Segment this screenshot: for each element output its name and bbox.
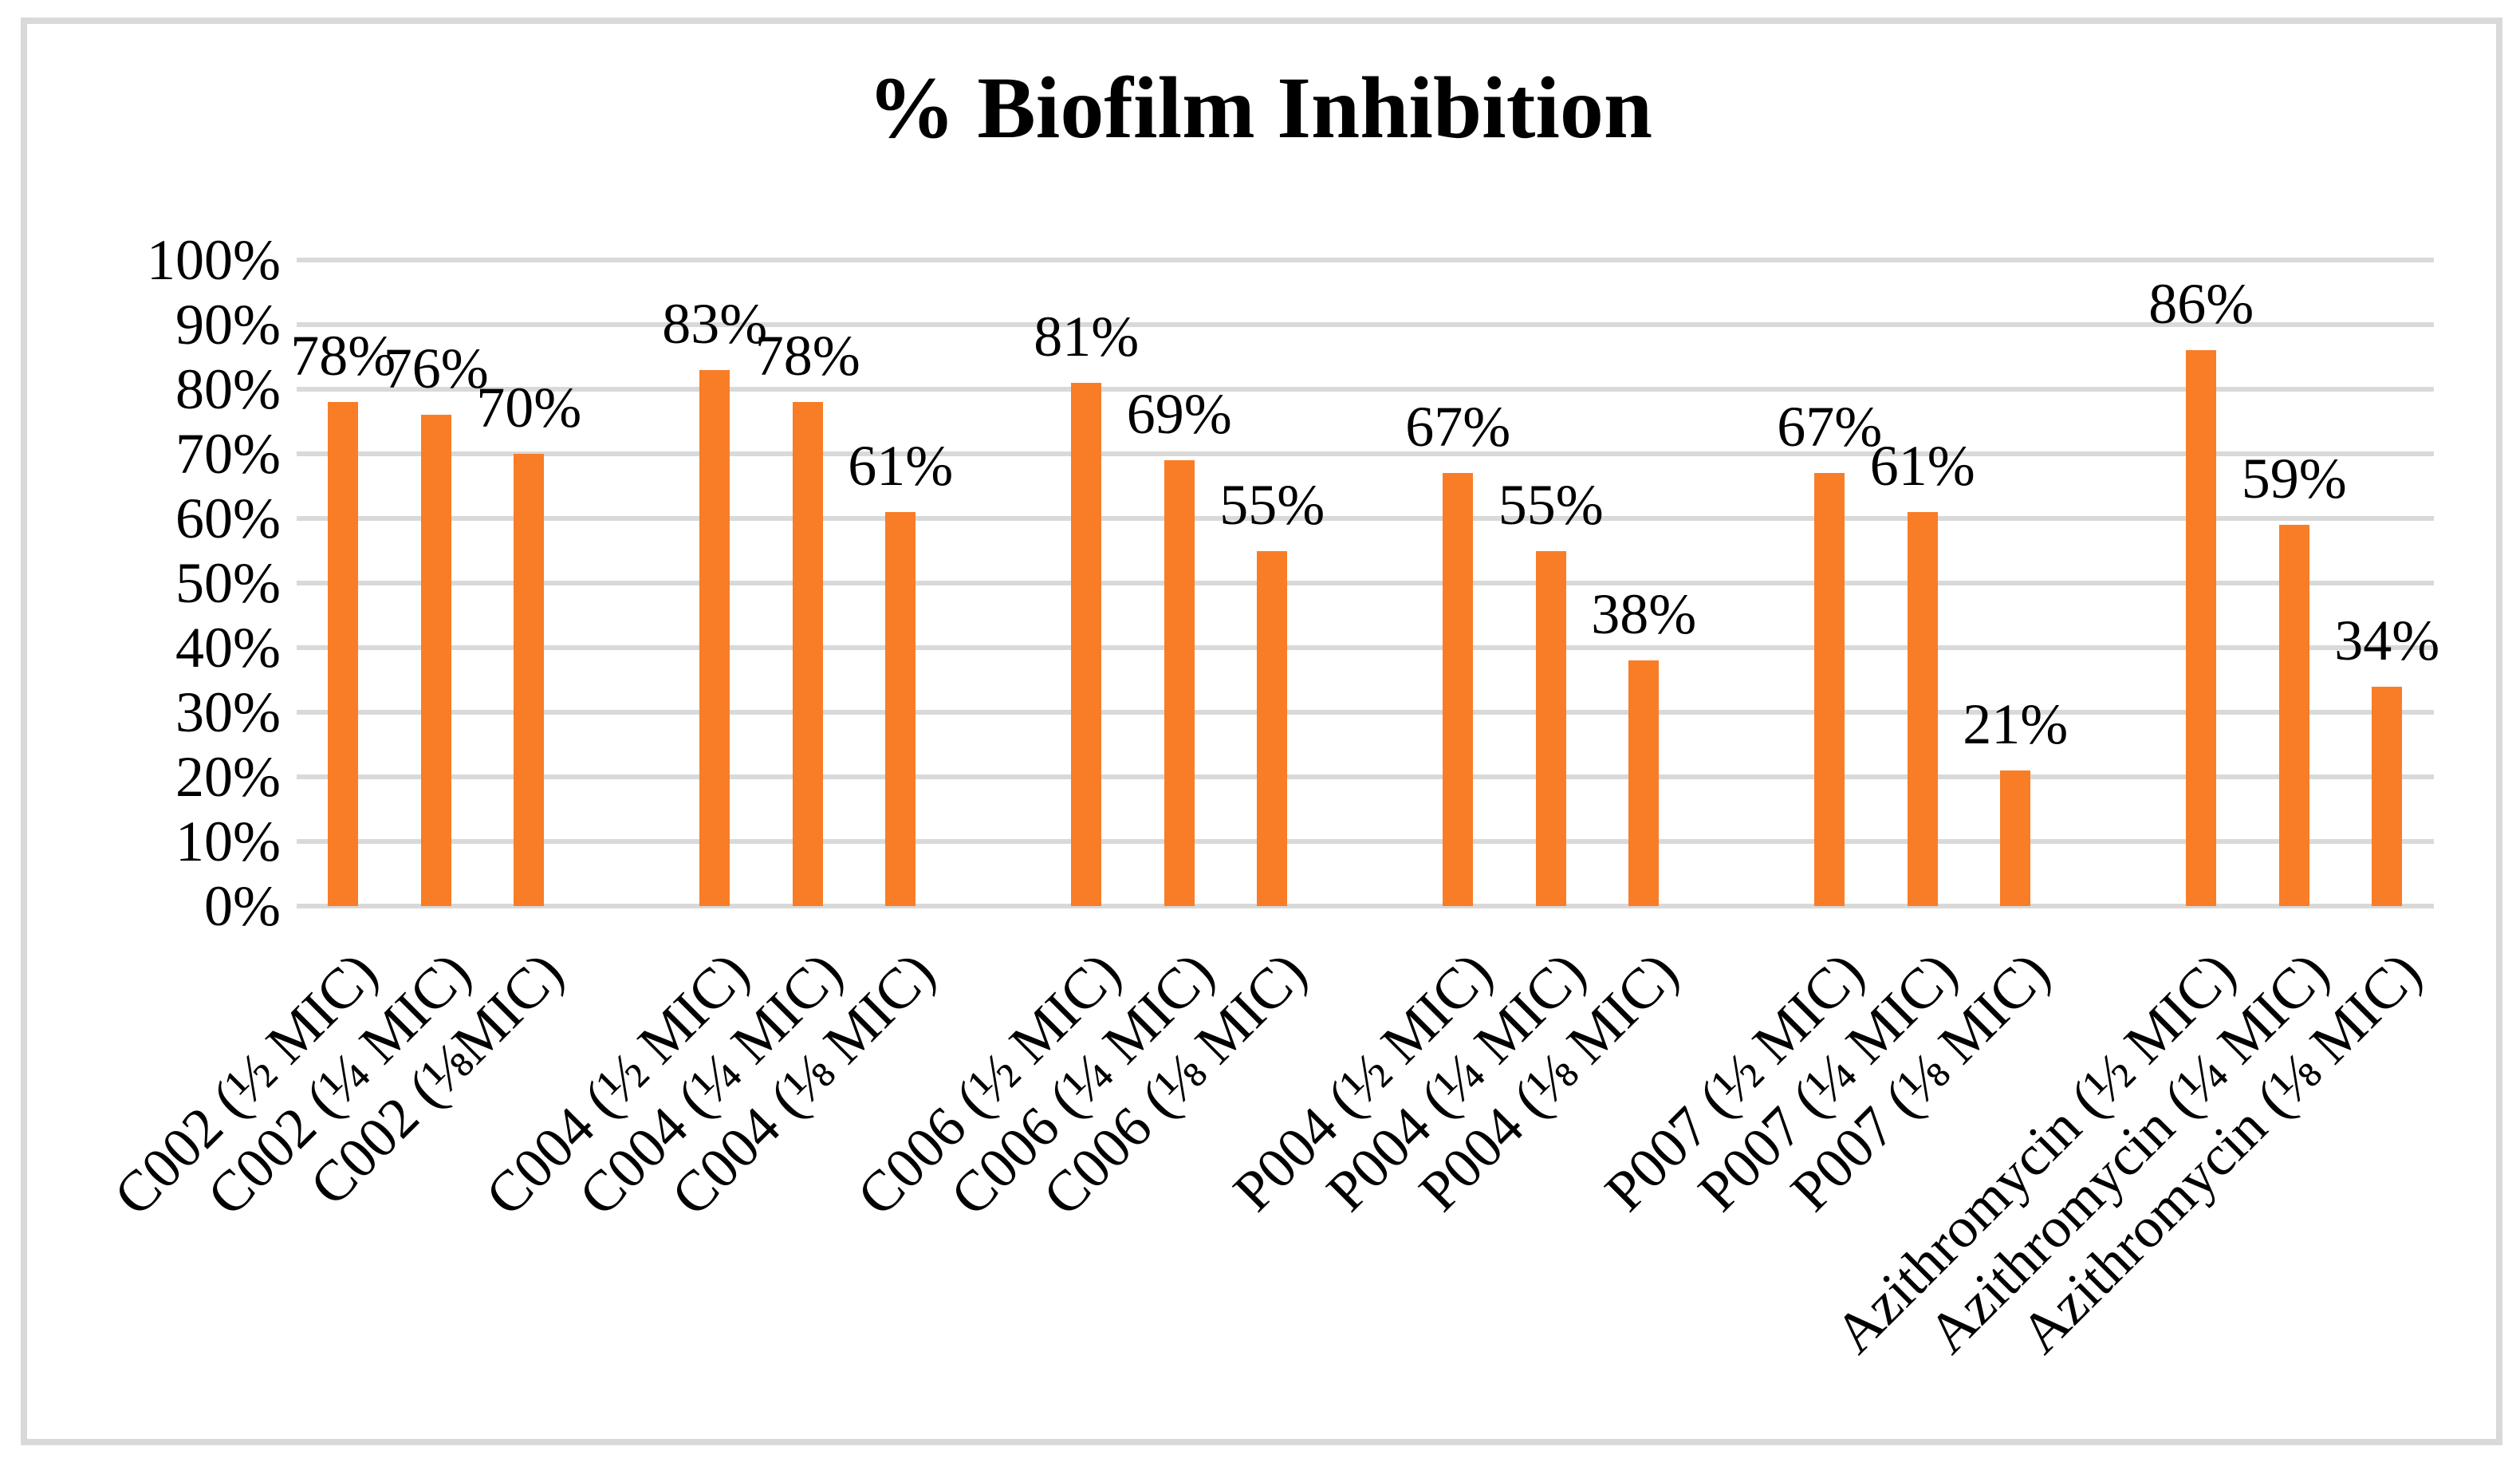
bar-C002 (½ MIC)	[328, 402, 359, 906]
y-tick-label-40%: 40%	[175, 616, 281, 680]
data-label-C002 (¼ MIC): 76%	[383, 337, 489, 401]
gridline-10%	[297, 839, 2434, 844]
y-tick-label-70%: 70%	[175, 422, 281, 486]
gridline-30%	[297, 710, 2434, 715]
data-label-P004 (¼ MIC): 55%	[1498, 472, 1604, 537]
y-tick-label-50%: 50%	[175, 551, 281, 615]
gridline-50%	[297, 581, 2434, 585]
bar-P004 (¼ MIC)	[1535, 550, 1566, 906]
bar-Azithromycin (¼ MIC)	[2278, 525, 2309, 906]
data-label-Azithromycin (½ MIC): 86%	[2148, 272, 2254, 337]
bar-Azithromycin (½ MIC)	[2186, 350, 2217, 906]
bar-C006 (⅛ MIC)	[1257, 550, 1288, 906]
y-tick-label-100%: 100%	[147, 228, 281, 292]
bar-C002 (⅛MIC)	[514, 454, 545, 906]
y-tick-label-90%: 90%	[175, 293, 281, 357]
bar-C004 (½ MIC)	[699, 369, 730, 906]
bar-P007 (½ MIC)	[1814, 473, 1845, 906]
data-label-Azithromycin (¼ MIC): 59%	[2241, 447, 2347, 511]
data-label-C004 (½ MIC): 83%	[662, 291, 768, 356]
y-tick-label-10%: 10%	[175, 810, 281, 873]
bar-C006 (½ MIC)	[1071, 382, 1102, 906]
bar-C004 (⅛ MIC)	[885, 511, 916, 906]
data-label-P007 (⅛ MIC): 21%	[1963, 692, 2069, 756]
data-label-C006 (¼ MIC): 69%	[1126, 382, 1232, 447]
bar-Azithromycin (⅛ MIC)	[2372, 686, 2403, 906]
y-tick-label-80%: 80%	[175, 357, 281, 421]
y-tick-label-60%: 60%	[175, 487, 281, 550]
bar-C004 (¼ MIC)	[792, 402, 823, 906]
data-label-C004 (⅛ MIC): 61%	[848, 433, 954, 498]
bar-P007 (⅛ MIC)	[2000, 770, 2031, 906]
y-tick-label-20%: 20%	[175, 745, 281, 809]
data-label-C006 (⅛ MIC): 55%	[1219, 472, 1325, 537]
gridline-80%	[297, 387, 2434, 392]
gridline-90%	[297, 322, 2434, 327]
data-label-C002 (½ MIC): 78%	[290, 324, 396, 388]
data-label-P007 (½ MIC): 67%	[1777, 395, 1883, 459]
data-label-C002 (⅛MIC): 70%	[476, 376, 582, 439]
data-label-C004 (¼ MIC): 78%	[754, 324, 860, 388]
data-label-P004 (⅛ MIC): 38%	[1591, 582, 1697, 647]
gridline-60%	[297, 516, 2434, 521]
gridline-70%	[297, 451, 2434, 456]
bar-P004 (⅛ MIC)	[1628, 660, 1660, 906]
y-tick-label-30%: 30%	[175, 680, 281, 744]
bar-C002 (¼ MIC)	[420, 415, 451, 906]
data-label-C006 (½ MIC): 81%	[1034, 304, 1140, 368]
chart-title: % Biofilm Inhibition	[867, 59, 1653, 156]
data-label-P007 (¼ MIC): 61%	[1869, 433, 1975, 498]
bar-C006 (¼ MIC)	[1164, 460, 1195, 906]
bar-P007 (¼ MIC)	[1907, 511, 1938, 906]
plot-area: 78% 76% 70% 83% 78% 61% 81% 69% 55% 67% 55% 38% 67% 6…	[290, 258, 2439, 908]
x-axis-line	[297, 904, 2434, 908]
data-label-P004 (½ MIC): 67%	[1405, 395, 1511, 459]
gridline-100%	[297, 258, 2434, 262]
gridline-20%	[297, 774, 2434, 779]
y-tick-label-0%: 0%	[204, 874, 281, 938]
bar-P004 (½ MIC)	[1443, 473, 1474, 906]
data-label-Azithromycin (⅛ MIC): 34%	[2334, 608, 2440, 672]
gridline-40%	[297, 645, 2434, 650]
